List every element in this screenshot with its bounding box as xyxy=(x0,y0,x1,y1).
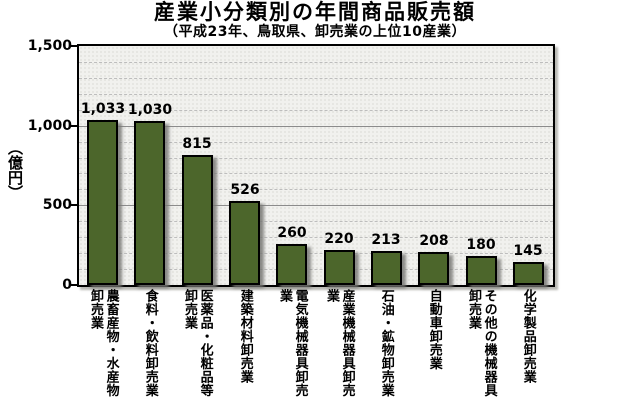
minor-gridline xyxy=(79,253,553,254)
category-label: 電気機械器具卸売業 xyxy=(277,289,308,397)
category-label: 建築材料卸売業 xyxy=(237,289,253,384)
chart-subtitle: （平成23年、鳥取県、卸売業の上位10産業） xyxy=(164,24,466,40)
bar-value-label: 526 xyxy=(230,182,260,198)
bar xyxy=(182,155,213,285)
category-label: 石油・鉱物卸売業 xyxy=(378,289,394,397)
category-label: 産業機械器具卸売業 xyxy=(324,289,355,397)
bar-value-label: 213 xyxy=(371,232,401,248)
bar xyxy=(229,201,260,285)
bar-value-label: 1,030 xyxy=(127,102,173,118)
bar-value-label: 1,033 xyxy=(80,101,126,117)
minor-gridline xyxy=(79,94,553,95)
minor-gridline xyxy=(79,142,553,143)
minor-gridline xyxy=(79,221,553,222)
category-label: その他の機械器具 卸売業 xyxy=(466,289,497,397)
bar-value-label: 220 xyxy=(324,231,354,247)
category-label: 農畜産物・水産物 卸売業 xyxy=(88,289,119,397)
y-tick-mark xyxy=(71,125,77,127)
minor-gridline xyxy=(79,158,553,159)
minor-gridline xyxy=(79,78,553,79)
y-tick-mark xyxy=(71,204,77,206)
bar xyxy=(87,120,118,285)
bar xyxy=(418,252,449,285)
bar-value-label: 208 xyxy=(419,233,449,249)
minor-gridline xyxy=(79,269,553,270)
major-gridline xyxy=(79,205,553,206)
y-tick-label: 1,000 xyxy=(27,118,72,134)
minor-gridline xyxy=(79,189,553,190)
minor-gridline xyxy=(79,237,553,238)
bar xyxy=(371,251,402,285)
y-tick-mark xyxy=(71,45,77,47)
y-tick-label: 500 xyxy=(42,197,72,213)
bar-value-label: 260 xyxy=(277,225,307,241)
bar-value-label: 180 xyxy=(466,237,496,253)
bar xyxy=(134,121,165,285)
bar xyxy=(276,244,307,285)
category-label: 化学製品卸売業 xyxy=(520,289,536,384)
y-tick-label: 1,500 xyxy=(27,38,72,54)
bar xyxy=(513,262,544,285)
category-label: 食料・飲料卸売業 xyxy=(142,289,158,397)
plot-area: 1,033 1,030 815 526 260 220 213 208 180 145 xyxy=(77,44,555,287)
x-axis-labels: 農畜産物・水産物 卸売業 食料・飲料卸売業 医薬品・化粧品等 卸売業 建築材料卸売業 電… xyxy=(79,289,552,410)
minor-gridline xyxy=(79,62,553,63)
bar xyxy=(324,250,355,285)
minor-gridline xyxy=(79,173,553,174)
category-label: 自動車卸売業 xyxy=(426,289,442,370)
chart-title: 産業小分類別の年間商品販売額 xyxy=(154,0,476,24)
y-tick-mark xyxy=(71,284,77,286)
bar-value-label: 815 xyxy=(182,136,212,152)
y-tick-label: 0 xyxy=(62,277,72,293)
minor-gridline xyxy=(79,110,553,111)
category-label: 医薬品・化粧品等 卸売業 xyxy=(182,289,213,397)
y-axis-unit-label: （億円） xyxy=(6,140,24,200)
bar-value-label: 145 xyxy=(513,243,543,259)
major-gridline xyxy=(79,126,553,127)
bar xyxy=(466,256,497,285)
